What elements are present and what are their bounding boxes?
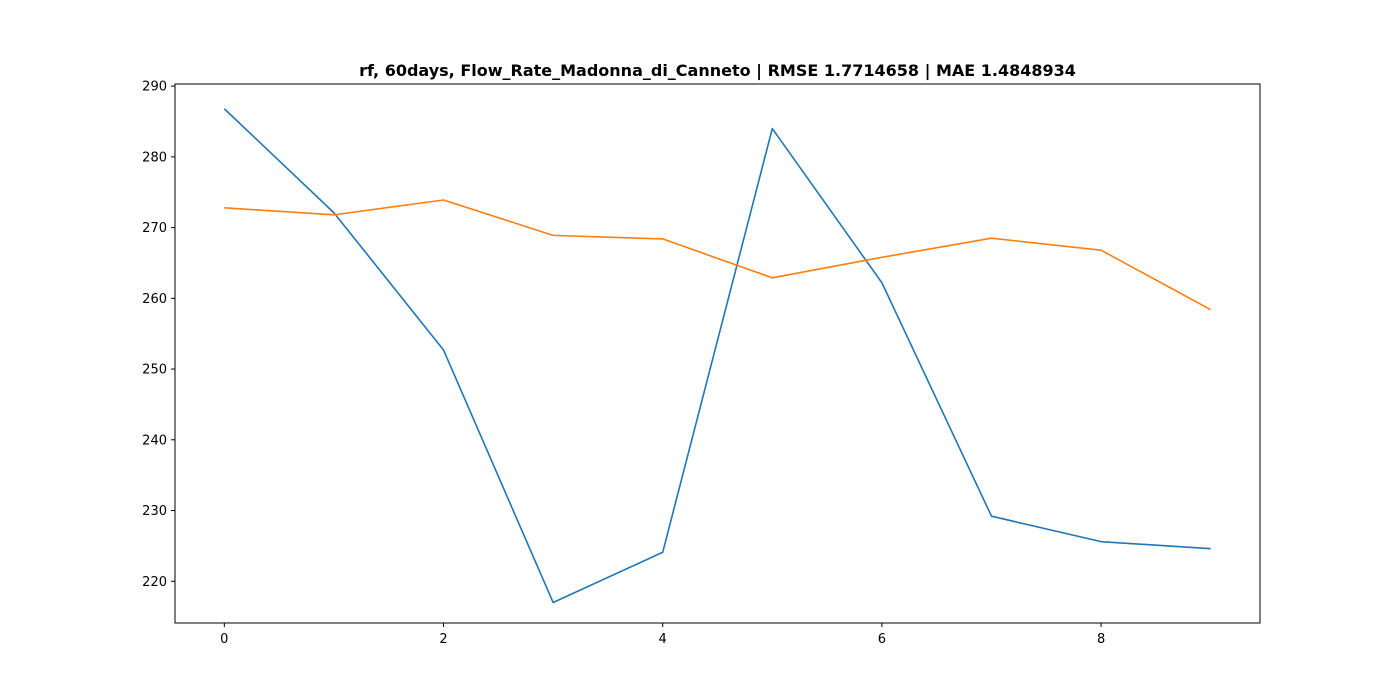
x-tick-label: 0 <box>220 632 228 647</box>
chart-title: rf, 60days, Flow_Rate_Madonna_di_Canneto… <box>359 61 1076 81</box>
series-line-1 <box>223 108 1211 604</box>
x-tick-label: 8 <box>1097 632 1105 647</box>
x-axis: 0 2 4 6 8 <box>220 623 1105 647</box>
y-tick-label: 260 <box>142 292 167 307</box>
y-tick-label: 290 <box>142 80 167 95</box>
x-tick-label: 4 <box>659 632 667 647</box>
series-line-2 <box>224 199 1212 311</box>
y-tick-label: 220 <box>142 575 167 590</box>
x-tick-label: 2 <box>439 632 447 647</box>
y-tick-label: 280 <box>142 150 167 165</box>
x-tick-label: 6 <box>878 632 886 647</box>
y-tick-label: 240 <box>142 433 167 448</box>
plot-frame <box>174 83 1261 624</box>
y-tick-label: 230 <box>142 504 167 519</box>
series-layer <box>223 108 1212 604</box>
y-tick-label: 250 <box>142 363 167 378</box>
y-tick-label: 270 <box>142 221 167 236</box>
y-axis: 220 230 240 250 260 270 280 290 <box>142 80 175 590</box>
